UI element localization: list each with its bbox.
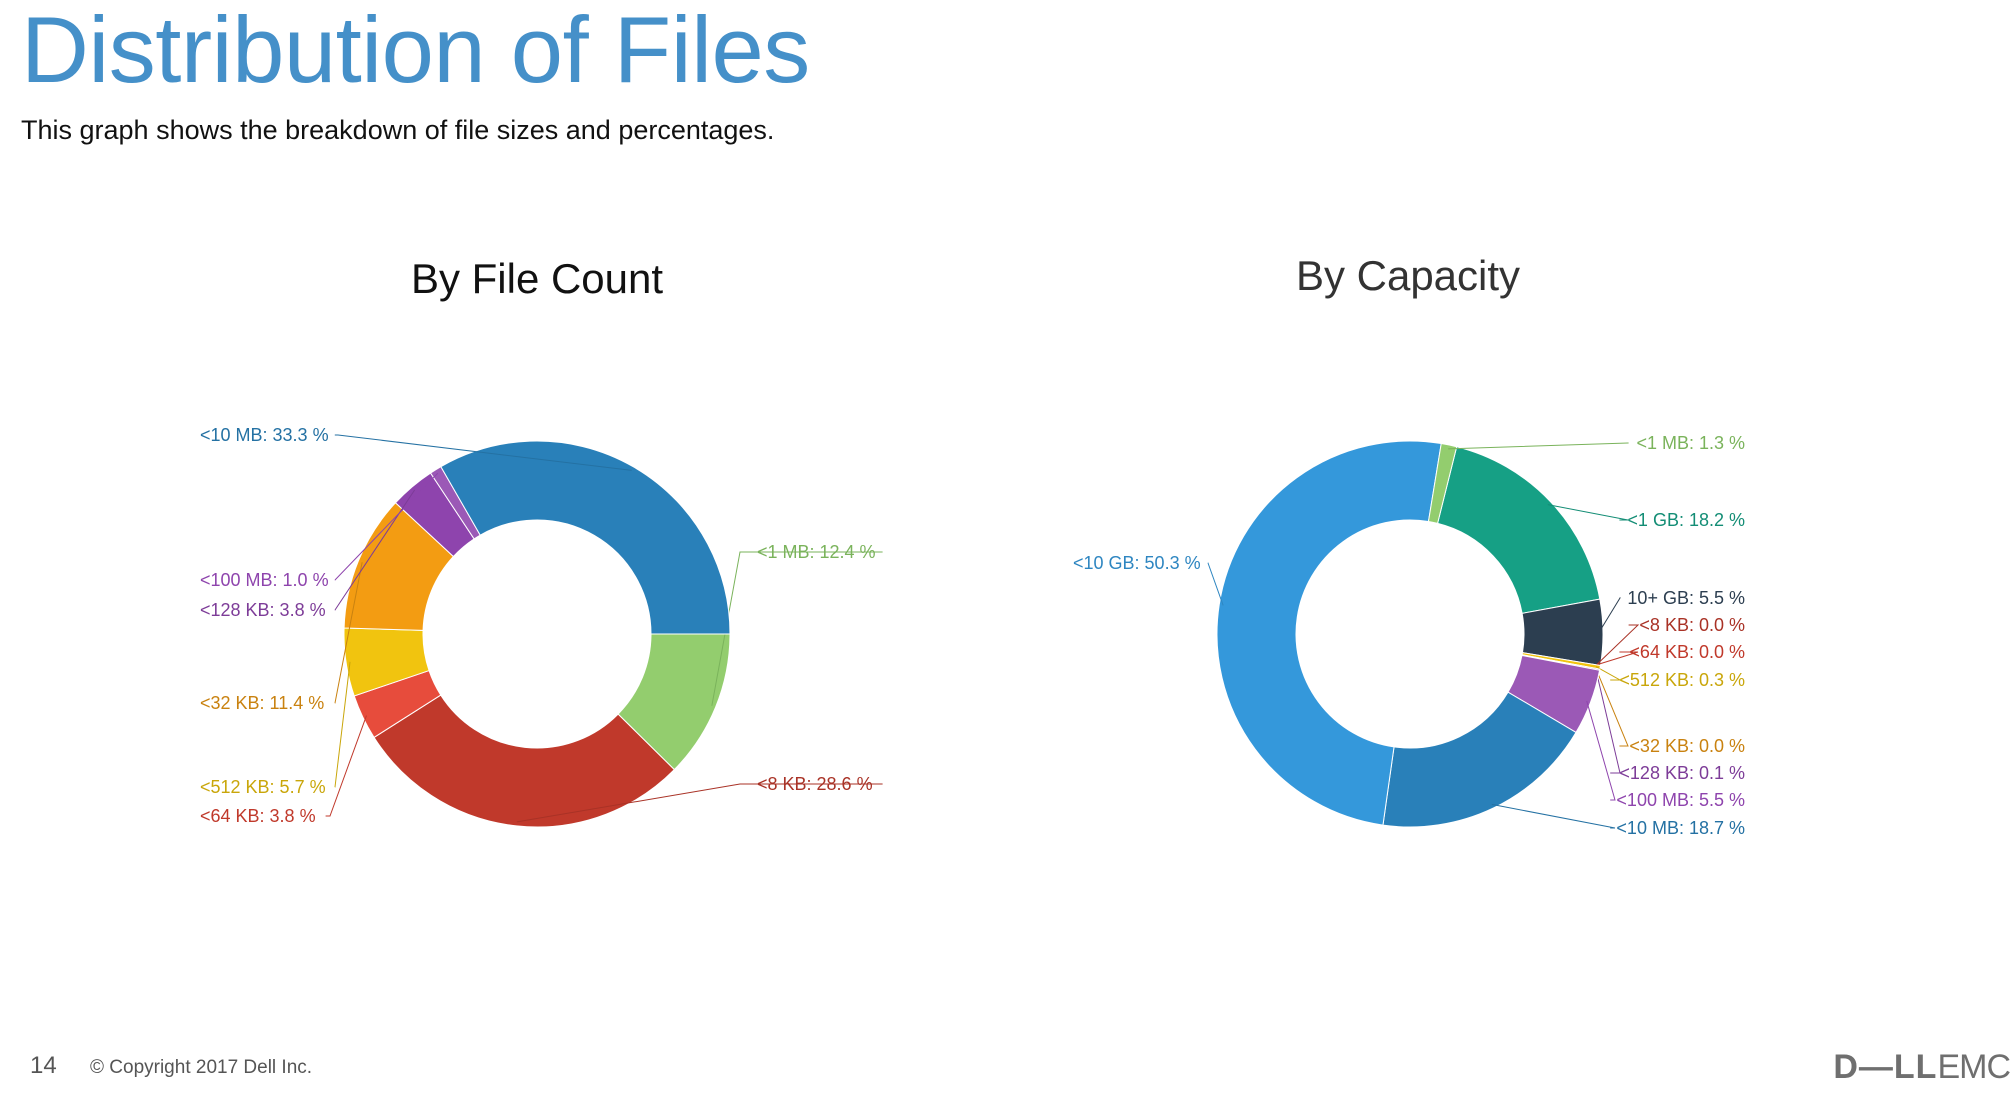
leader-line <box>325 715 367 817</box>
leader-line <box>334 472 439 581</box>
page-number: 14 <box>30 1052 57 1079</box>
leader-line <box>1448 442 1629 450</box>
slice-label: <32 KB: 0.0 % <box>1629 736 1745 756</box>
slice-label: <10 MB: 18.7 % <box>1616 818 1745 838</box>
leader-line <box>334 661 351 788</box>
slice-10gb <box>1216 440 1442 826</box>
leader-line <box>1595 666 1622 681</box>
slice-label: <1 MB: 12.4 % <box>757 542 876 562</box>
slice-label: <10 MB: 33.3 % <box>200 425 329 445</box>
slice-8kb <box>373 694 676 828</box>
leader-line <box>1595 668 1621 774</box>
page-subtitle: This graph shows the breakdown of file s… <box>21 115 775 145</box>
chart-title-capacity: By Capacity <box>1295 252 1521 299</box>
donut-0: <1 MB: 12.4 % <8 KB: 28.6 % <64 KB: 3.8 % <… <box>200 425 883 828</box>
slice-label: <64 KB: 3.8 % <box>200 806 316 826</box>
logo-emc: EMC <box>1937 1048 2011 1086</box>
donut-1: <1 GB: 18.2 % 10+ GB: 5.5 % <8 KB: 0.0 % <6… <box>1073 433 1745 838</box>
slice-1gb <box>1436 446 1601 614</box>
leader-line <box>1595 668 1629 747</box>
chart-title-file-count: By File Count <box>410 255 664 302</box>
page-title: Distribution of Files <box>21 0 810 102</box>
slice-label: <128 KB: 0.1 % <box>1619 763 1745 783</box>
slice-label: <8 KB: 28.6 % <box>757 774 873 794</box>
slice-label: <512 KB: 5.7 % <box>200 777 326 797</box>
leader-line <box>1547 504 1629 521</box>
slice-label: <512 KB: 0.3 % <box>1619 670 1745 690</box>
copyright-text: © Copyright 2017 Dell Inc. <box>90 1057 313 1078</box>
slice-label: <8 KB: 0.0 % <box>1639 615 1745 635</box>
logo-dell: D―LL <box>1833 1048 1938 1086</box>
slice-label: <32 KB: 11.4 % <box>200 693 324 713</box>
dell-emc-logo: D―LLEMC <box>1833 1048 2011 1087</box>
slice-label: <1 MB: 1.3 % <box>1636 433 1745 453</box>
slice-label: <64 KB: 0.0 % <box>1629 642 1745 662</box>
slice-label: <100 MB: 1.0 % <box>200 570 329 590</box>
leader-line <box>1491 803 1616 829</box>
leader-line <box>1207 562 1224 606</box>
leader-line <box>1596 651 1639 666</box>
slice-1mb <box>1427 442 1458 524</box>
leader-line <box>334 562 363 704</box>
slice-label: 10+ GB: 5.5 % <box>1627 588 1745 608</box>
leader-line <box>334 434 632 471</box>
leader-line <box>516 783 883 823</box>
leader-line <box>1586 700 1616 801</box>
slice-label: <10 GB: 50.3 % <box>1073 553 1201 573</box>
leader-line <box>1598 597 1621 633</box>
leader-line <box>711 551 883 706</box>
slice-label: <100 MB: 5.5 % <box>1616 790 1745 810</box>
leader-line <box>334 489 416 611</box>
slice-10mb <box>440 440 731 635</box>
leader-line <box>1596 624 1640 666</box>
slice-label: <128 KB: 3.8 % <box>200 600 326 620</box>
slice-label: <1 GB: 18.2 % <box>1627 510 1745 530</box>
